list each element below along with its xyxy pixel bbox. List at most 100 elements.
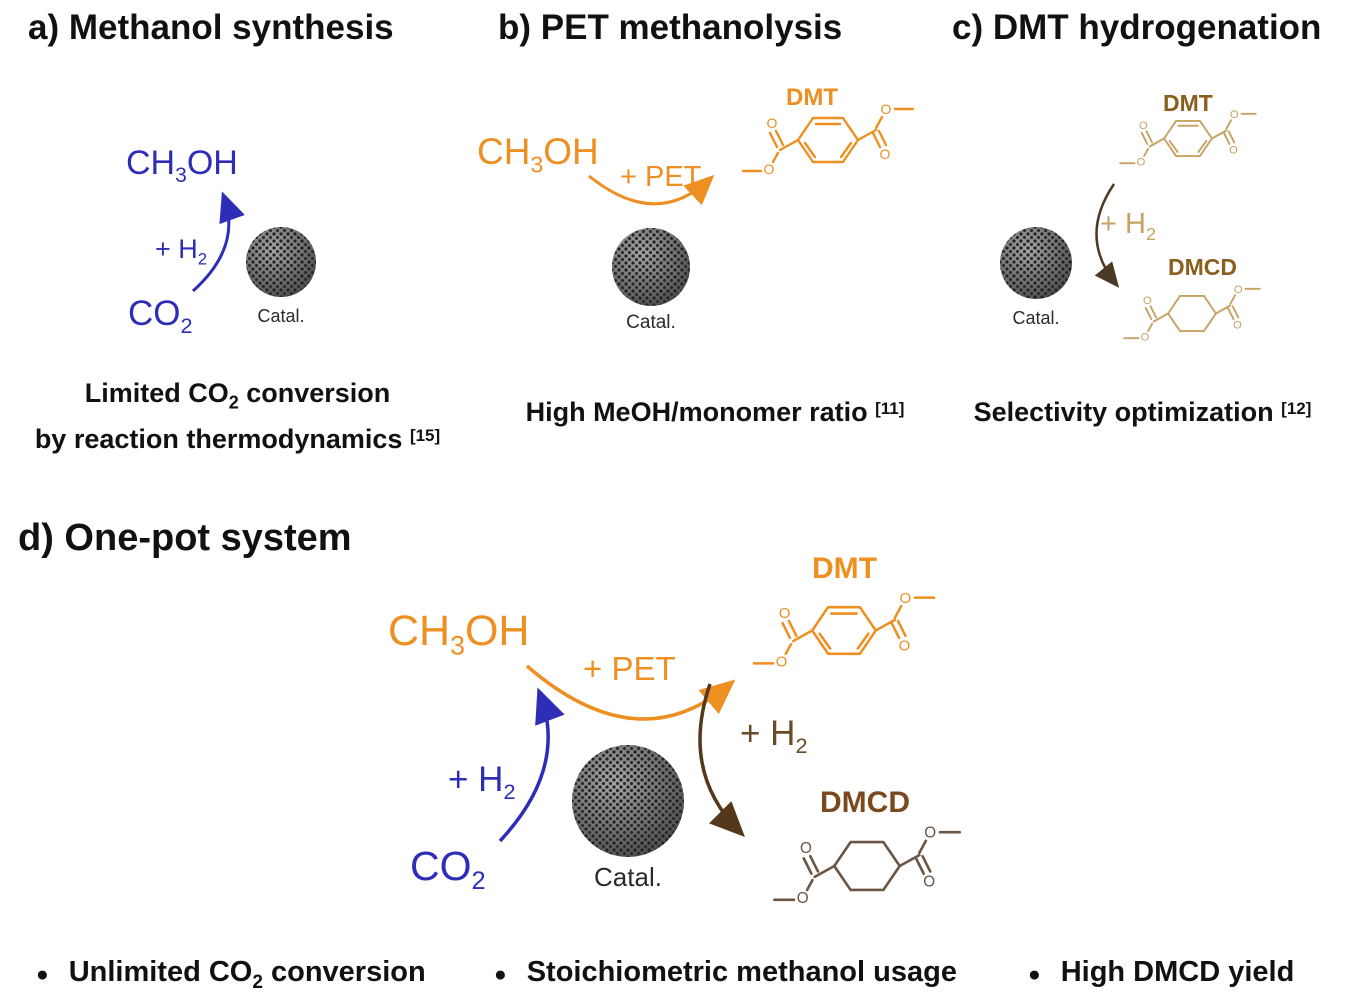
caption-b: High MeOH/monomer ratio [11] (490, 392, 940, 429)
oxygen-atom: O (779, 606, 791, 622)
h2-label-d-left: + H2 (448, 762, 516, 803)
dmcd-label-d: DMCD (820, 786, 910, 819)
pet-label-b: + PET (620, 161, 702, 193)
panel-c-title: c) DMT hydrogenation (952, 8, 1322, 47)
dmt-structure-c: O O O O (1119, 109, 1257, 169)
catalyst-nanoparticle-c (1000, 227, 1072, 299)
formula-part: CH (477, 131, 531, 172)
oxygen-atom: O (880, 146, 891, 162)
oxygen-atom: O (1137, 157, 1146, 169)
oxygen-atom: O (797, 890, 809, 907)
bullet-stoichiometric-methanol: ● Stoichiometric methanol usage (494, 956, 957, 994)
dmcd-structure-d: O O O O (773, 825, 961, 907)
caption-sub: 2 (228, 392, 239, 413)
reference-marker: [15] (409, 426, 441, 446)
methanol-formula-d: CH3OH (388, 610, 529, 659)
formula-part: + H (740, 714, 796, 753)
bullet-icon: ● (36, 963, 49, 987)
formula-part: CO (128, 294, 181, 333)
oxygen-atom: O (881, 101, 892, 117)
caption-part: conversion (238, 378, 391, 408)
bullet-text: High DMCD yield (1061, 956, 1295, 994)
bullet-icon: ● (1028, 963, 1041, 987)
bullet-high-dmcd-yield: ● High DMCD yield (1028, 956, 1294, 994)
formula-sub: 2 (180, 313, 193, 338)
caption-part: Limited CO (84, 378, 229, 408)
caption-c: Selectivity optimization [12] (935, 392, 1350, 429)
catalyst-nanoparticle-d (572, 745, 684, 857)
co2-formula-a: CO2 (128, 296, 193, 337)
formula-sub: 2 (503, 779, 516, 804)
bullet-icon: ● (494, 963, 507, 987)
bullet-unlimited-co2: ● Unlimited CO2 conversion (36, 956, 426, 994)
caption-part: High MeOH/monomer ratio (525, 397, 876, 427)
bullet-part: Unlimited CO (68, 956, 253, 988)
oxygen-atom: O (1229, 145, 1238, 157)
formula-part: OH (543, 131, 599, 172)
bullet-text: Stoichiometric methanol usage (527, 956, 957, 994)
co2-formula-d: CO2 (410, 846, 486, 895)
catalyst-label-b: Catal. (626, 312, 676, 333)
dmt-label-c: DMT (1163, 90, 1213, 116)
dmt-structure-b: O O O O (741, 101, 915, 177)
pet-label-d: + PET (583, 650, 676, 687)
dmt-to-dmcd-arrow-d (698, 683, 745, 837)
oxygen-atom: O (900, 591, 912, 607)
formula-sub: 2 (1145, 223, 1156, 244)
panel-a-title: a) Methanol synthesis (28, 8, 394, 47)
dmcd-structure-c: O O O O (1123, 284, 1261, 344)
oxygen-atom: O (764, 161, 775, 177)
bullet-part: Stoichiometric methanol usage (526, 956, 957, 988)
caption-part: Selectivity optimization (973, 397, 1282, 427)
oxygen-atom: O (800, 840, 812, 857)
oxygen-atom: O (767, 115, 778, 131)
formula-sub: 3 (450, 630, 465, 661)
oxygen-atom: O (923, 874, 935, 891)
oxygen-atom: O (776, 655, 788, 671)
formula-part: CH (388, 607, 451, 655)
bullet-text: Unlimited CO2 conversion (69, 956, 426, 994)
formula-part: CO (410, 843, 472, 889)
catalyst-nanoparticle-a (246, 227, 316, 297)
formula-sub: 3 (175, 163, 187, 187)
bullet-part: High DMCD yield (1060, 956, 1295, 988)
formula-part: OH (464, 607, 530, 655)
dmt-label-b: DMT (786, 84, 838, 111)
caption-a: Limited CO2 conversion by reaction therm… (10, 376, 465, 456)
formula-sub: 2 (471, 867, 486, 896)
formula-part: CH (126, 144, 176, 182)
oxygen-atom: O (1234, 284, 1243, 296)
reference-marker: [11] (875, 399, 905, 418)
bullet-sub: 2 (252, 971, 263, 993)
oxygen-atom: O (899, 639, 911, 655)
formula-sub: 3 (530, 151, 544, 178)
catalyst-label-d: Catal. (594, 862, 662, 892)
oxygen-atom: O (1143, 295, 1152, 307)
formula-part: OH (186, 144, 238, 182)
oxygen-atom: O (1230, 109, 1239, 121)
catalyst-label-a: Catal. (257, 306, 305, 326)
oxygen-atom: O (924, 825, 936, 842)
formula-sub: 2 (795, 733, 808, 758)
dmt-label-d: DMT (812, 552, 877, 585)
formula-part: + H (1100, 208, 1146, 240)
h2-label-d-right: + H2 (740, 716, 808, 757)
formula-sub: 2 (197, 249, 208, 269)
bullet-part: conversion (262, 956, 426, 988)
dmcd-label-c: DMCD (1168, 254, 1237, 280)
panel-d-title: d) One-pot system (18, 517, 352, 559)
oxygen-atom: O (1233, 320, 1242, 332)
methanol-formula-a: CH3OH (126, 146, 238, 186)
oxygen-atom: O (1141, 332, 1150, 344)
reference-marker: [12] (1281, 399, 1312, 418)
oxygen-atom: O (1139, 120, 1148, 132)
dmt-structure-d: O O O O (752, 591, 936, 671)
catalyst-nanoparticle-b (612, 228, 690, 306)
panel-b-title: b) PET methanolysis (498, 8, 843, 47)
formula-part: + H (448, 760, 504, 799)
h2-label-c: + H2 (1100, 210, 1156, 243)
formula-part: + H (155, 234, 198, 264)
caption-part: by reaction thermodynamics (34, 424, 410, 455)
catalyst-label-c: Catal. (1012, 308, 1060, 328)
